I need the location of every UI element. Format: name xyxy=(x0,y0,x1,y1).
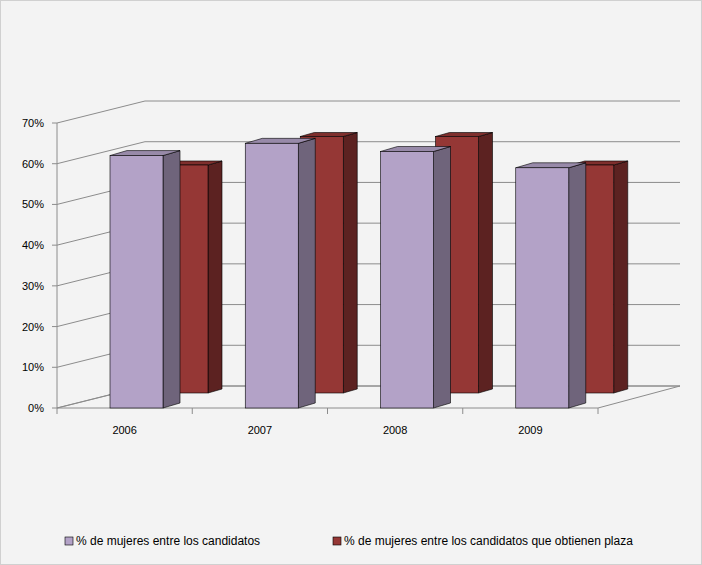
background xyxy=(1,1,702,565)
bar-side xyxy=(298,138,315,408)
x-tick xyxy=(192,408,193,414)
y-tick xyxy=(52,326,57,327)
y-tick-label: 30% xyxy=(22,280,44,292)
legend-label: % de mujeres entre los candidatos xyxy=(76,534,260,548)
bar-side xyxy=(479,133,493,394)
x-tick-label: 2007 xyxy=(248,424,272,436)
bar-face xyxy=(381,152,434,409)
bar-side xyxy=(208,161,222,393)
chart: 0% 10% 20% 30% 40% 50% 60% 70% 2006 2007 2008 2009%… xyxy=(0,0,702,565)
legend-label: % de mujeres entre los candidatos que ob… xyxy=(344,534,633,548)
legend-swatch xyxy=(333,537,341,545)
bar-face xyxy=(516,168,569,408)
bars xyxy=(110,133,628,409)
y-tick xyxy=(52,245,57,246)
bar-top xyxy=(436,133,493,137)
legend-swatch xyxy=(65,537,73,545)
y-tick xyxy=(52,408,57,409)
bar-side xyxy=(614,161,628,393)
grid-line xyxy=(57,101,680,123)
x-tick-label: 2006 xyxy=(112,424,136,436)
bar-face xyxy=(110,156,163,408)
y-tick-label: 20% xyxy=(22,321,44,333)
x-tick xyxy=(598,408,599,414)
bar-top xyxy=(245,138,315,143)
y-tick-label: 40% xyxy=(22,239,44,251)
y-tick-label: 50% xyxy=(22,198,44,210)
bar-side xyxy=(343,133,357,394)
x-tick xyxy=(327,408,328,414)
y-axis xyxy=(57,123,58,408)
y-tick xyxy=(52,204,57,205)
y-tick xyxy=(52,123,57,124)
y-tick-label: 0% xyxy=(28,402,44,414)
bar-side xyxy=(434,147,451,409)
bar-top xyxy=(300,133,357,137)
y-tick xyxy=(52,367,57,368)
bar-top xyxy=(110,151,180,156)
y-tick-label: 60% xyxy=(22,158,44,170)
bar-top xyxy=(381,147,451,152)
bar xyxy=(381,147,451,409)
bar xyxy=(110,151,180,408)
x-tick-label: 2009 xyxy=(518,424,542,436)
bar-side xyxy=(569,163,586,408)
y-tick-label: 10% xyxy=(22,361,44,373)
x-tick-label: 2008 xyxy=(383,424,407,436)
y-tick-label: 70% xyxy=(22,117,44,129)
grid xyxy=(52,101,680,408)
y-tick xyxy=(52,163,57,164)
y-tick xyxy=(52,285,57,286)
x-tick xyxy=(462,408,463,414)
bar-top xyxy=(516,163,586,168)
bar xyxy=(516,163,586,408)
x-tick xyxy=(57,408,58,414)
bar-face xyxy=(245,143,298,408)
bar xyxy=(245,138,315,408)
bar-side xyxy=(163,151,180,408)
